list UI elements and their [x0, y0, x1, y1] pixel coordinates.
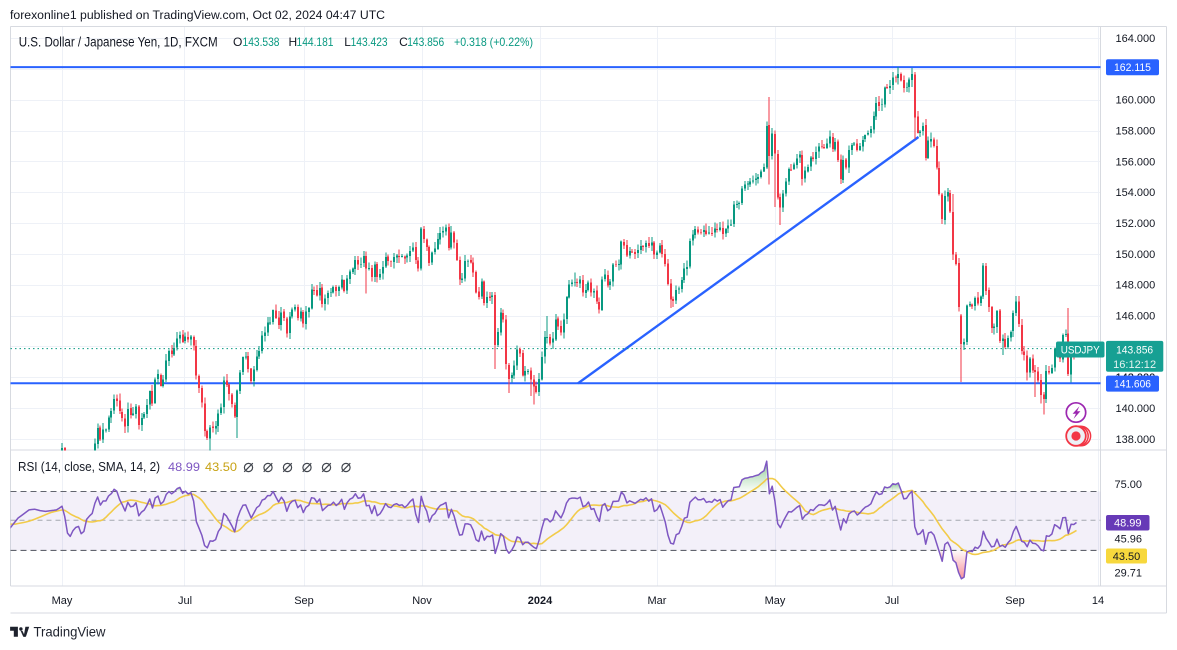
svg-text:143.856: 143.856	[1116, 344, 1153, 356]
svg-text:143.423: 143.423	[351, 35, 388, 49]
svg-text:156.000: 156.000	[1116, 156, 1156, 168]
svg-text:Sep: Sep	[294, 595, 314, 607]
svg-text:USDJPY: USDJPY	[1061, 345, 1101, 357]
svg-text:May: May	[765, 595, 786, 607]
svg-text:L: L	[344, 35, 351, 49]
svg-text:RSI (14, close, SMA, 14, 2): RSI (14, close, SMA, 14, 2)	[18, 460, 160, 474]
svg-text:O: O	[233, 35, 242, 49]
svg-text:May: May	[52, 595, 73, 607]
svg-text:158.000: 158.000	[1116, 126, 1156, 138]
svg-text:43.50: 43.50	[205, 460, 237, 474]
svg-text:150.000: 150.000	[1116, 249, 1156, 261]
svg-text:45.96: 45.96	[1115, 534, 1143, 546]
svg-text:16:12:12: 16:12:12	[1113, 359, 1156, 371]
svg-text:140.000: 140.000	[1116, 403, 1156, 415]
svg-text:75.00: 75.00	[1115, 479, 1143, 491]
svg-text:48.99: 48.99	[168, 460, 200, 474]
svg-text:forexonline1 published on Trad: forexonline1 published on TradingView.co…	[10, 8, 385, 22]
svg-text:143.538: 143.538	[243, 35, 280, 49]
svg-text:Nov: Nov	[412, 595, 432, 607]
svg-text:43.50: 43.50	[1113, 551, 1141, 563]
svg-text:TradingView: TradingView	[34, 623, 107, 639]
svg-text:14: 14	[1092, 595, 1104, 607]
svg-text:Sep: Sep	[1005, 595, 1025, 607]
svg-text:141.606: 141.606	[1114, 379, 1151, 391]
svg-text:152.000: 152.000	[1116, 218, 1156, 230]
svg-text:160.000: 160.000	[1116, 95, 1156, 107]
svg-text:U.S. Dollar / Japanese Yen, 1D: U.S. Dollar / Japanese Yen, 1D, FXCM	[19, 35, 218, 50]
svg-text:148.000: 148.000	[1116, 280, 1156, 292]
svg-text:146.000: 146.000	[1116, 311, 1156, 323]
svg-text:48.99: 48.99	[1114, 518, 1142, 530]
svg-text:138.000: 138.000	[1116, 434, 1156, 446]
svg-text:H: H	[289, 35, 298, 49]
svg-text:154.000: 154.000	[1116, 187, 1156, 199]
svg-text:144.181: 144.181	[297, 35, 334, 49]
svg-text:29.71: 29.71	[1115, 567, 1143, 579]
svg-text:+0.318 (+0.22%): +0.318 (+0.22%)	[454, 35, 533, 49]
svg-text:143.856: 143.856	[407, 35, 444, 49]
svg-text:2024: 2024	[528, 595, 553, 607]
svg-text:C: C	[399, 35, 408, 49]
svg-text:Jul: Jul	[885, 595, 899, 607]
svg-text:164.000: 164.000	[1116, 33, 1156, 45]
svg-text:Mar: Mar	[648, 595, 667, 607]
svg-text:Jul: Jul	[178, 595, 192, 607]
svg-text:162.115: 162.115	[1114, 62, 1151, 74]
